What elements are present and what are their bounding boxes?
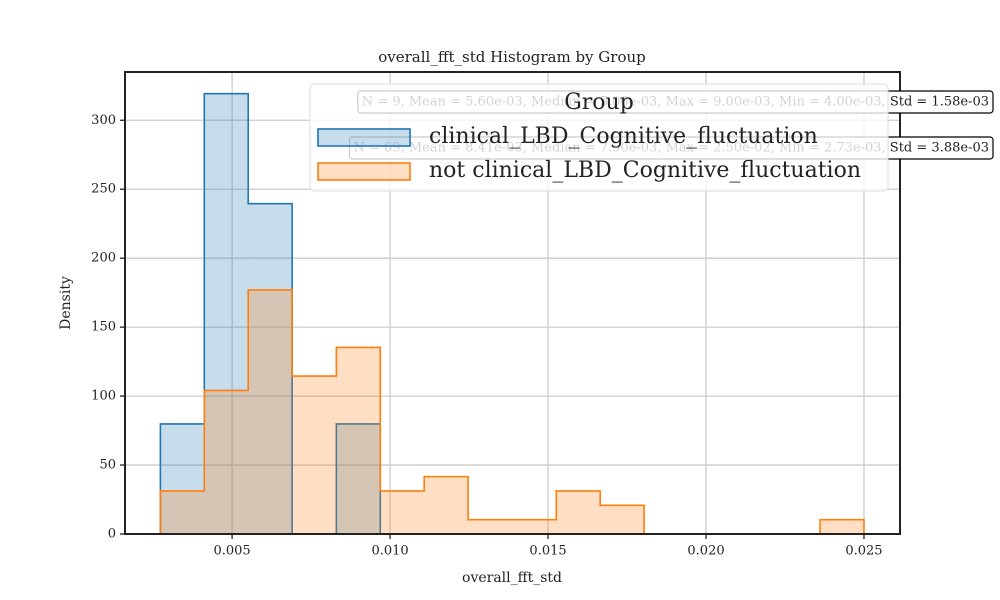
histogram-bar	[292, 376, 337, 534]
y-tick-label: 300	[91, 113, 116, 128]
x-axis-label: overall_fft_std	[462, 570, 562, 586]
x-tick-label: 0.005	[213, 544, 250, 559]
histogram-bar	[248, 289, 293, 534]
legend-title: Group	[564, 90, 634, 115]
x-tick-label: 0.020	[687, 544, 724, 559]
histogram-bar	[204, 390, 249, 534]
histogram-bar	[468, 519, 513, 534]
legend-box	[309, 83, 889, 192]
histogram-bar	[336, 423, 381, 534]
histogram-bar	[380, 490, 425, 534]
x-tick-label: 0.025	[845, 544, 882, 559]
histogram-bar	[336, 347, 381, 534]
legend-label: not clinical_LBD_Cognitive_fluctuation	[429, 158, 861, 183]
histogram-bar	[424, 476, 469, 534]
chart-title: overall_fft_std Histogram by Group	[378, 48, 646, 66]
histogram-bar	[160, 423, 205, 534]
x-tick-label: 0.010	[371, 544, 408, 559]
legend-label: clinical_LBD_Cognitive_fluctuation	[429, 124, 818, 149]
y-tick-label: 200	[91, 251, 116, 266]
legend: Group clinical_LBD_Cognitive_fluctuationn…	[309, 83, 889, 192]
y-tick-label: 100	[91, 389, 116, 404]
y-tick-label: 50	[99, 458, 116, 473]
y-axis-label: Density	[58, 276, 74, 330]
y-tick-label: 0	[108, 527, 116, 542]
histogram-bar	[820, 519, 864, 534]
histogram-bar	[600, 505, 645, 534]
y-tick-label: 150	[91, 320, 116, 335]
histogram-bar	[160, 490, 205, 534]
histogram-bar	[512, 519, 557, 534]
y-tick-label: 250	[91, 182, 116, 197]
legend-swatch	[317, 162, 411, 181]
histogram-bar	[204, 93, 249, 534]
x-tick-label: 0.015	[529, 544, 566, 559]
plot-frame	[124, 71, 901, 535]
histogram-bar	[248, 203, 293, 535]
legend-swatch	[317, 128, 411, 147]
histogram-bar	[556, 490, 601, 534]
